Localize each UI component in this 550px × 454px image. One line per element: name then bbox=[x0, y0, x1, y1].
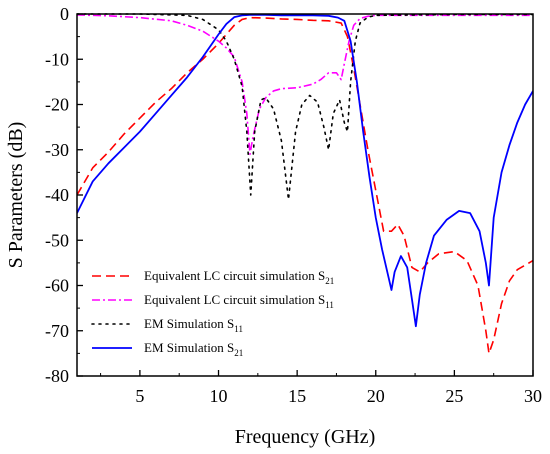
series-line-4 bbox=[77, 13, 533, 328]
y-tick-label: -10 bbox=[45, 49, 69, 69]
y-tick-label: -60 bbox=[45, 276, 69, 296]
axes-layer: 5 10 15 20 25 30 0 -10 -20 -30 -40 -50 -60 -70 -80 Freq… bbox=[5, 4, 542, 448]
y-axis-title: S Parameters (dB) bbox=[5, 122, 27, 269]
x-tick-label: 25 bbox=[445, 386, 463, 406]
x-axis-title: Frequency (GHz) bbox=[235, 426, 376, 448]
series-layer bbox=[77, 13, 533, 355]
legend-label-2: Equivalent LC circuit simulation S11 bbox=[144, 292, 334, 310]
y-tick-label: -70 bbox=[45, 321, 69, 341]
y-tick-label: -50 bbox=[45, 230, 69, 250]
y-tick-label: -20 bbox=[45, 95, 69, 115]
x-tick-label: 5 bbox=[135, 386, 144, 406]
legend: Equivalent LC circuit simulation S21 Equi… bbox=[91, 268, 334, 358]
x-tick-label: 30 bbox=[524, 386, 542, 406]
y-tick-label: -40 bbox=[45, 185, 69, 205]
y-tick-label: 0 bbox=[60, 4, 69, 24]
x-tick-label: 15 bbox=[288, 386, 306, 406]
legend-label-3: EM Simulation S11 bbox=[144, 316, 243, 334]
legend-label-1: Equivalent LC circuit simulation S21 bbox=[144, 268, 334, 286]
y-tick-label: -30 bbox=[45, 140, 69, 160]
series-line-2 bbox=[77, 14, 533, 156]
x-tick-label: 10 bbox=[210, 386, 228, 406]
y-tick-label: -80 bbox=[45, 366, 69, 386]
legend-label-4: EM Simulation S21 bbox=[144, 340, 243, 358]
x-tick-label: 20 bbox=[367, 386, 385, 406]
